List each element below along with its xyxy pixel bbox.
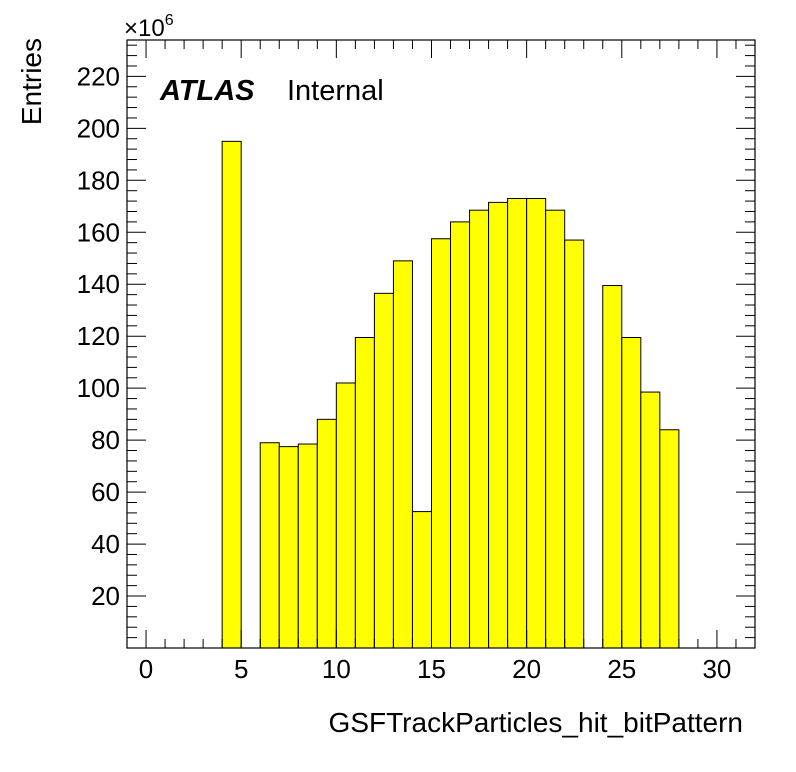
- histogram-bar: [392, 260, 413, 649]
- histogram-bar: [545, 209, 566, 649]
- histogram-bar: [507, 197, 528, 649]
- histogram-bar: [469, 209, 490, 649]
- y-tick-label: 20: [91, 581, 120, 611]
- x-tick-label: 5: [234, 654, 248, 684]
- y-tick-label: 80: [91, 425, 120, 455]
- histogram-bar: [259, 442, 280, 649]
- y-axis-title: Entries: [16, 38, 47, 125]
- y-tick-label: 40: [91, 529, 120, 559]
- histogram-bar: [430, 238, 452, 649]
- histogram-bar: [621, 337, 642, 649]
- histogram-bar: [335, 382, 356, 649]
- histogram-bar: [450, 221, 471, 649]
- histogram-bar: [640, 391, 661, 649]
- x-tick-label: 20: [512, 654, 541, 684]
- axis-ticks: [127, 40, 755, 648]
- y-multiplier-base: ×10: [124, 15, 165, 42]
- x-axis-title: GSFTrackParticles_hit_bitPattern: [329, 707, 743, 738]
- histogram-bar: [373, 292, 394, 649]
- y-tick-label: 140: [77, 269, 120, 299]
- y-multiplier-exponent: 6: [165, 12, 174, 29]
- histogram-bar: [297, 443, 318, 649]
- histogram-bar: [488, 201, 509, 649]
- histogram-bar: [564, 239, 585, 649]
- internal-label: Internal: [287, 75, 384, 107]
- y-tick-label: 60: [91, 477, 120, 507]
- y-tick-label: 200: [77, 113, 120, 143]
- y-tick-label: 220: [77, 61, 120, 91]
- x-tick-label: 10: [322, 654, 351, 684]
- histogram-bar: [316, 418, 337, 649]
- histogram-bar: [354, 337, 375, 649]
- y-multiplier: ×106: [124, 12, 174, 42]
- y-tick-label: 180: [77, 165, 120, 195]
- histogram-bars: [221, 140, 680, 649]
- plot-frame: [126, 39, 756, 649]
- histogram-bar: [526, 197, 547, 649]
- histogram-bar: [221, 140, 242, 649]
- y-tick-label: 160: [77, 217, 120, 247]
- y-tick-label: 120: [77, 321, 120, 351]
- histogram-bar: [278, 446, 299, 649]
- x-tick-label: 0: [139, 654, 153, 684]
- x-tick-labels: 0 5 10 15 20 25 30: [139, 654, 732, 684]
- x-tick-label: 15: [417, 654, 446, 684]
- x-tick-label: 30: [702, 654, 731, 684]
- histogram-bar: [602, 285, 623, 649]
- atlas-label: ATLAS: [159, 75, 255, 107]
- histogram-bar: [659, 429, 680, 649]
- y-tick-label: 100: [77, 373, 120, 403]
- y-tick-labels: 20 40 60 80 100 120 140 160 180 200 220: [77, 61, 120, 611]
- x-tick-label: 25: [607, 654, 636, 684]
- histogram-bar: [411, 511, 432, 649]
